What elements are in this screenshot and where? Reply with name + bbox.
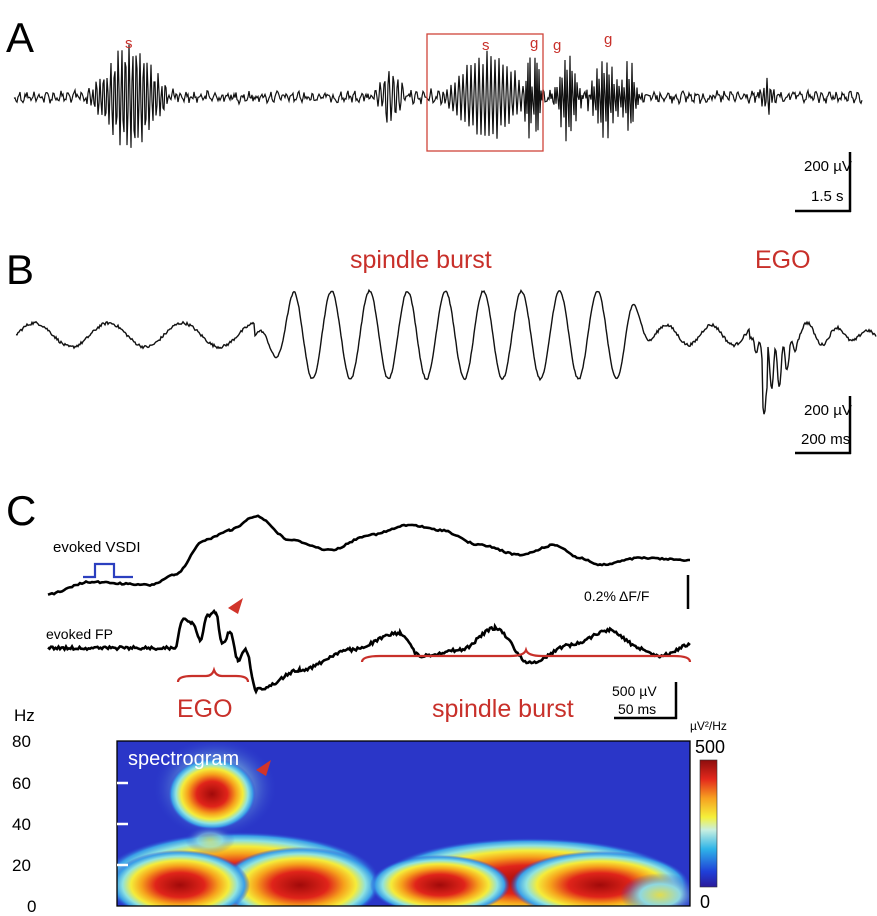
panel-label-b: B: [6, 246, 34, 293]
bracket-ego: [176, 666, 250, 683]
annotation-g-3: g: [604, 31, 612, 48]
colorbar-unit: µV²/Hz: [690, 719, 727, 733]
y-tick-label-60: 60: [12, 774, 31, 793]
label-ego-c: EGO: [177, 695, 233, 723]
scale-fp-amplitude: 500 µV: [612, 683, 657, 699]
colorbar-max: 500: [695, 737, 725, 757]
panel-label-a: A: [6, 14, 34, 61]
scale-a-time: 1.5 s: [811, 188, 844, 205]
scale-b-time: 200 ms: [801, 431, 850, 448]
annotation-s-2: s: [482, 37, 490, 54]
label-evoked-vsdi: evoked VSDI: [53, 539, 141, 556]
trace-evoked-vsdi: [47, 514, 690, 596]
label-evoked-fp: evoked FP: [46, 626, 113, 642]
label-ego-b: EGO: [755, 246, 811, 274]
trace-a: [13, 44, 863, 148]
label-spindle-burst-c: spindle burst: [432, 695, 574, 723]
y-tick-label-0: 0: [27, 897, 36, 916]
bracket-spindle-burst: [360, 646, 692, 663]
colorbar-min: 0: [700, 892, 710, 912]
arrowhead-marker-fp: [228, 598, 243, 614]
scale-fp-time: 50 ms: [618, 701, 656, 717]
label-spindle-burst-b: spindle burst: [350, 246, 492, 274]
y-ticks: [117, 781, 128, 867]
annotation-g-1: g: [530, 35, 538, 52]
spectrogram-title: spectrogram: [128, 748, 239, 770]
spectrogram-heatmap: [117, 741, 690, 906]
scale-b-amplitude: 200 µV: [804, 402, 852, 419]
y-axis-unit: Hz: [14, 706, 35, 725]
trace-b: [15, 288, 877, 415]
y-tick-label-80: 80: [12, 732, 31, 751]
colorbar: [699, 759, 718, 888]
panel-label-c: C: [6, 487, 36, 534]
zoom-box: [426, 33, 544, 152]
arrowhead-marker-spectrogram: [256, 760, 271, 776]
annotation-s-1: s: [125, 35, 133, 52]
scale-vsdi: 0.2% ΔF/F: [584, 588, 649, 604]
scale-a-amplitude: 200 µV: [804, 158, 852, 175]
stimulus-marker: [83, 562, 133, 579]
annotation-g-2: g: [553, 37, 561, 54]
y-tick-label-40: 40: [12, 815, 31, 834]
trace-evoked-fp: [47, 608, 691, 695]
y-tick-label-20: 20: [12, 856, 31, 875]
